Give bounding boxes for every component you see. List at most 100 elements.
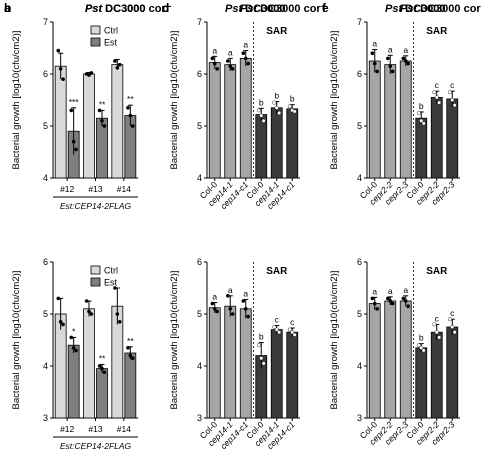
data-point	[230, 67, 235, 71]
data-point	[450, 325, 455, 330]
x-tick-label: #14	[117, 424, 131, 434]
title-pathogen: Pst	[225, 3, 243, 15]
y-tick-label: 7	[197, 17, 202, 27]
y-tick-label: 5	[357, 121, 362, 131]
bar	[239, 58, 252, 179]
significance-letter: b	[419, 101, 424, 111]
data-point	[419, 118, 424, 123]
title-strain: DC3000 cor⁻	[257, 3, 327, 15]
bar	[255, 114, 268, 179]
data-point	[277, 110, 282, 115]
significance-letter: a	[212, 292, 217, 302]
significance-letter: b	[259, 97, 264, 107]
sar-label: SAR	[266, 26, 288, 37]
chart-title: Pst DC3000 cor⁻	[85, 3, 172, 15]
data-point	[287, 104, 292, 109]
data-point	[432, 90, 437, 95]
bar	[384, 300, 397, 419]
y-axis-label: Bacterial growth [log10(cfu/cm2)]	[11, 271, 22, 410]
bar	[224, 64, 237, 179]
data-point	[272, 325, 277, 330]
significance-letter: b	[274, 91, 279, 101]
data-point	[128, 353, 133, 358]
data-point	[406, 61, 410, 66]
y-axis-label: Bacterial growth [log10(cfu/cm2)]	[329, 31, 340, 170]
bar	[415, 347, 428, 419]
bar	[286, 108, 299, 179]
significance-letter: a	[388, 286, 393, 296]
data-point	[100, 366, 104, 371]
bar-ctrl	[83, 73, 95, 179]
data-point	[386, 56, 390, 61]
data-point	[228, 64, 233, 68]
significance-mark: **	[99, 99, 106, 109]
title-pathogen: Pst	[85, 3, 103, 15]
data-point	[226, 59, 230, 63]
significance-mark: **	[127, 336, 134, 346]
data-point	[212, 307, 217, 311]
data-point	[401, 296, 406, 301]
significance-letter: b	[290, 94, 295, 104]
y-tick-label: 4	[43, 173, 48, 183]
data-point	[89, 312, 94, 316]
y-tick-label: 7	[357, 17, 362, 27]
bar	[208, 307, 221, 419]
significance-letter: a	[403, 45, 408, 55]
data-point	[452, 330, 457, 335]
data-point	[87, 73, 91, 77]
data-point	[243, 56, 248, 61]
significance-mark: ***	[69, 97, 80, 107]
panel-a: a Pst DC3000 4 5 6 7 Bacterial growth [log10(c…	[4, 1, 146, 211]
data-point	[246, 61, 250, 66]
data-point	[403, 59, 408, 63]
significance-mark: **	[127, 94, 134, 104]
bar	[446, 326, 459, 419]
title-strain: DC3000	[242, 3, 285, 15]
significance-letter: c	[290, 317, 295, 327]
y-tick-label: 6	[43, 69, 48, 79]
panel-letter: b	[4, 1, 11, 15]
chart-title: Pst DC3000 cor	[400, 3, 481, 15]
legend-label: Est	[104, 38, 118, 48]
data-point	[69, 335, 74, 340]
bar-ctrl	[111, 64, 124, 179]
data-point	[126, 106, 130, 110]
data-point	[292, 109, 297, 114]
significance-letter: a	[403, 285, 408, 295]
chart-title: Pst DC3000 cor⁻	[240, 3, 327, 15]
bar-est	[96, 368, 108, 419]
data-point	[261, 361, 266, 366]
panel-letter: e	[322, 1, 329, 15]
data-point	[243, 307, 248, 311]
y-tick-label: 4	[197, 173, 202, 183]
bar-est	[96, 117, 108, 179]
data-point	[432, 322, 437, 327]
data-point	[74, 348, 78, 353]
sar-label: SAR	[426, 26, 448, 37]
data-point	[128, 113, 133, 118]
bar-est	[67, 344, 80, 419]
title-pathogen: Pst	[400, 3, 418, 15]
bar	[270, 107, 283, 179]
data-point	[102, 370, 107, 375]
bar	[208, 62, 221, 179]
bar-ctrl	[83, 308, 95, 419]
data-point	[61, 322, 65, 327]
y-axis-label: Bacterial growth [log10(cfu/cm2)]	[329, 271, 340, 410]
y-tick-label: 6	[357, 257, 362, 267]
data-point	[403, 299, 408, 303]
y-tick-label: 7	[43, 17, 48, 27]
data-point	[256, 108, 261, 113]
bar	[239, 308, 252, 419]
bar	[430, 331, 443, 419]
x-tick-label: #13	[88, 424, 102, 434]
y-tick-label: 6	[197, 69, 202, 79]
data-point	[401, 56, 406, 61]
data-point	[115, 312, 120, 316]
y-tick-label: 3	[43, 413, 48, 423]
bar	[430, 97, 443, 179]
title-strain: DC3000	[102, 3, 145, 15]
title-pathogen: Pst	[385, 3, 403, 15]
bar-est	[124, 352, 137, 419]
chart-title: Pst DC3000	[385, 3, 446, 15]
